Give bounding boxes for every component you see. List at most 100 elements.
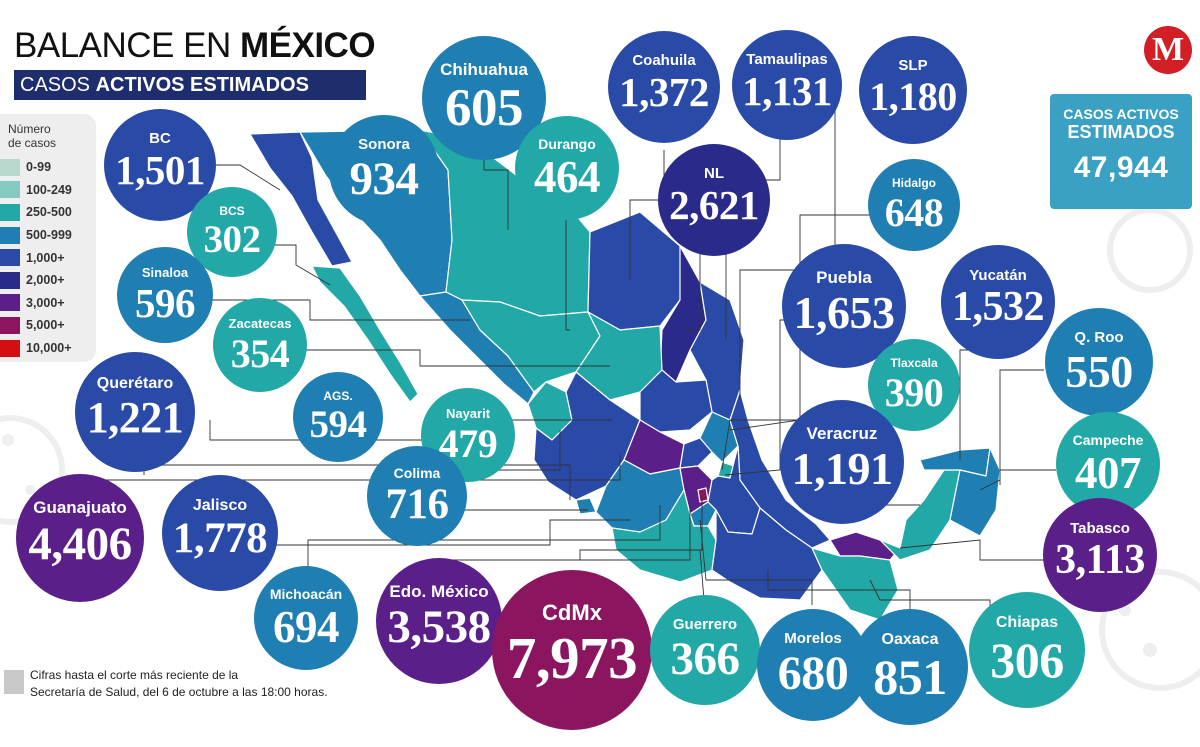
legend-label: 0-99 bbox=[26, 160, 52, 175]
state-name: CdMx bbox=[542, 600, 602, 625]
state-name: BCS bbox=[219, 204, 245, 218]
state-value: 648 bbox=[884, 190, 944, 235]
state-name: NL bbox=[704, 165, 724, 182]
state-value: 934 bbox=[349, 153, 420, 205]
state-name: Q. Roo bbox=[1074, 329, 1124, 346]
state-name: Querétaro bbox=[96, 375, 174, 392]
state-bubble-sinaloa: Sinaloa 596 bbox=[117, 247, 213, 343]
state-bubble-yucatán: Yucatán 1,532 bbox=[941, 245, 1055, 359]
state-bubble-veracruz: Veracruz 1,191 bbox=[780, 400, 904, 524]
state-name: Colima bbox=[393, 465, 441, 481]
state-value: 3,538 bbox=[387, 601, 491, 653]
legend-label: 250-500 bbox=[26, 205, 72, 220]
state-value: 3,113 bbox=[1055, 537, 1145, 583]
state-bubble-oaxaca: Oaxaca 851 bbox=[852, 609, 968, 725]
state-value: 694 bbox=[273, 602, 340, 652]
footer-note: Cifras hasta el corte más reciente de la… bbox=[30, 668, 328, 699]
state-bubble-colima: Colima 716 bbox=[367, 446, 467, 546]
state-value: 464 bbox=[534, 152, 601, 202]
state-bubble-coahuila: Coahuila 1,372 bbox=[608, 31, 720, 143]
state-value: 851 bbox=[873, 649, 947, 705]
legend-swatch bbox=[0, 181, 20, 199]
state-value: 1,131 bbox=[742, 68, 832, 114]
state-name: Nayarit bbox=[445, 406, 491, 421]
legend-swatch bbox=[0, 271, 20, 289]
state-value: 550 bbox=[1065, 346, 1133, 397]
state-name: Guanajuato bbox=[33, 498, 127, 517]
state-value: 7,973 bbox=[506, 625, 638, 691]
state-name: Campeche bbox=[1072, 432, 1144, 448]
state-value: 354 bbox=[230, 331, 290, 376]
state-name: Sinaloa bbox=[141, 265, 189, 280]
total-label-line1: CASOS ACTIVOS bbox=[1063, 106, 1179, 122]
state-name: Tabasco bbox=[1070, 520, 1130, 537]
state-value: 1,653 bbox=[793, 287, 896, 338]
state-bubble-sonora: Sonora 934 bbox=[329, 115, 439, 225]
legend-item: 5,000+ bbox=[0, 314, 96, 337]
legend-label: 2,000+ bbox=[26, 273, 65, 288]
legend-swatch bbox=[0, 339, 20, 357]
state-name: Edo. México bbox=[389, 582, 489, 601]
state-name: Tlaxcala bbox=[890, 356, 938, 370]
state-value: 1,532 bbox=[952, 284, 1045, 330]
legend: Número de casos 0-99 100-249 250-500 500-999… bbox=[0, 114, 96, 362]
legend-swatch bbox=[0, 203, 20, 221]
state-name: Sonora bbox=[358, 136, 410, 153]
legend-item: 3,000+ bbox=[0, 292, 96, 315]
page-title: BALANCE EN MÉXICO bbox=[14, 26, 376, 65]
state-name: Tamaulipas bbox=[746, 51, 828, 68]
state-bubble-querétaro: Querétaro 1,221 bbox=[75, 352, 195, 472]
state-name: Yucatán bbox=[969, 267, 1027, 284]
state-name: Coahuila bbox=[632, 52, 696, 69]
state-bubble-tabasco: Tabasco 3,113 bbox=[1043, 498, 1157, 612]
state-name: Jalisco bbox=[192, 497, 248, 514]
state-value: 1,221 bbox=[86, 393, 184, 442]
state-bubble-jalisco: Jalisco 1,778 bbox=[162, 475, 278, 591]
page-subtitle: CASOS ACTIVOS ESTIMADOS bbox=[14, 70, 366, 100]
legend-swatch bbox=[0, 294, 20, 312]
state-name: SLP bbox=[898, 57, 928, 74]
state-value: 407 bbox=[1075, 448, 1142, 498]
legend-label: 100-249 bbox=[26, 182, 72, 197]
state-value: 605 bbox=[445, 79, 524, 137]
state-value: 4,406 bbox=[28, 518, 132, 570]
total-box: CASOS ACTIVOS ESTIMADOS 47,944 bbox=[1050, 94, 1192, 209]
state-bubble-morelos: Morelos 680 bbox=[757, 609, 869, 721]
state-bubble-michoacán: Michoacán 694 bbox=[254, 566, 358, 670]
state-name: Guerrero bbox=[672, 616, 738, 633]
state-value: 1,191 bbox=[791, 443, 894, 494]
legend-item: 0-99 bbox=[0, 156, 96, 179]
legend-title: Número de casos bbox=[8, 122, 57, 150]
state-bubble-hidalgo: Hidalgo 648 bbox=[868, 159, 960, 251]
legend-swatch bbox=[0, 249, 20, 267]
state-value: 1,501 bbox=[115, 147, 205, 193]
state-name: AGS. bbox=[323, 389, 353, 403]
total-value: 47,944 bbox=[1073, 151, 1169, 184]
legend-swatch bbox=[0, 316, 20, 334]
state-value: 1,372 bbox=[619, 69, 709, 115]
legend-swatch bbox=[0, 226, 20, 244]
legend-item: 2,000+ bbox=[0, 269, 96, 292]
state-name: BC bbox=[149, 130, 171, 147]
legend-item: 500-999 bbox=[0, 224, 96, 247]
state-value: 680 bbox=[777, 647, 849, 700]
state-bubble-zacatecas: Zacatecas 354 bbox=[213, 298, 307, 392]
legend-item: 1,000+ bbox=[0, 246, 96, 269]
milenio-logo: M bbox=[1144, 26, 1192, 74]
state-value: 1,778 bbox=[172, 515, 268, 562]
legend-item: 10,000+ bbox=[0, 337, 96, 360]
state-value: 302 bbox=[203, 218, 262, 261]
state-name: Morelos bbox=[784, 630, 842, 647]
state-name: Zacatecas bbox=[228, 316, 292, 331]
state-bubble-chihuahua: Chihuahua 605 bbox=[422, 36, 546, 160]
legend-item: 250-500 bbox=[0, 201, 96, 224]
state-name: Michoacán bbox=[269, 586, 343, 602]
state-value: 306 bbox=[990, 632, 1064, 688]
state-name: Chiapas bbox=[995, 614, 1059, 631]
footer-swatch bbox=[4, 670, 24, 694]
state-value: 366 bbox=[670, 633, 741, 685]
legend-label: 3,000+ bbox=[26, 295, 65, 310]
state-bubble-guanajuato: Guanajuato 4,406 bbox=[16, 474, 144, 602]
state-bubble-tamaulipas: Tamaulipas 1,131 bbox=[732, 30, 842, 140]
